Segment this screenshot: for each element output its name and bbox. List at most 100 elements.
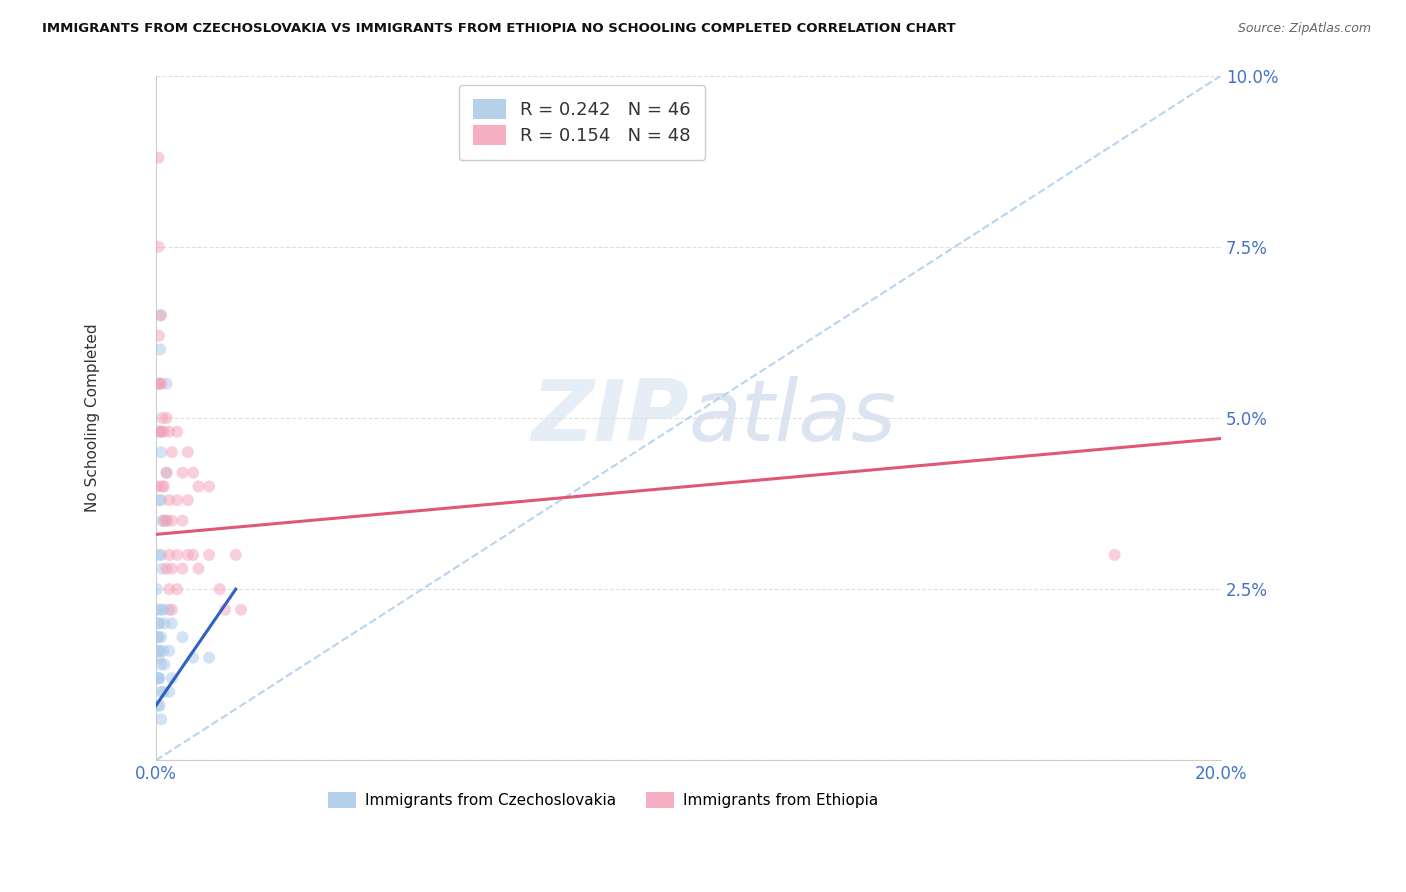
Point (146, 630, 169, 644)
Point (177, 548, 200, 562)
Point (155, 514, 177, 528)
Point (172, 514, 194, 528)
Point (153, 657, 176, 672)
Point (153, 425, 176, 439)
Point (149, 671, 172, 685)
Point (150, 514, 173, 528)
Point (157, 603, 180, 617)
Point (172, 630, 194, 644)
Point (225, 548, 247, 562)
Point (152, 685, 174, 699)
Point (157, 582, 180, 597)
Point (155, 514, 177, 528)
Point (148, 548, 170, 562)
Point (187, 561, 209, 575)
Point (153, 514, 176, 528)
Point (150, 561, 173, 575)
Point (150, 376, 173, 391)
Point (155, 376, 177, 391)
Point (148, 698, 170, 713)
Point (187, 479, 209, 493)
Point (149, 343, 172, 357)
Point (150, 630, 173, 644)
Point (150, 603, 173, 617)
Point (150, 712, 173, 726)
Point (166, 582, 188, 597)
Point (146, 479, 169, 493)
Point (150, 425, 173, 439)
Point (177, 445, 200, 459)
Point (181, 548, 204, 562)
Point (150, 493, 173, 508)
Point (150, 411, 173, 425)
Point (149, 644, 172, 658)
Y-axis label: No Schooling Completed: No Schooling Completed (86, 324, 100, 512)
Point (166, 548, 188, 562)
Point (150, 445, 173, 459)
Point (146, 616, 169, 631)
Point (181, 466, 204, 480)
Point (229, 603, 252, 617)
Point (152, 603, 174, 617)
Point (150, 548, 173, 562)
Point (155, 561, 177, 575)
Point (214, 603, 236, 617)
Point (181, 650, 204, 665)
Text: Source: ZipAtlas.com: Source: ZipAtlas.com (1237, 22, 1371, 36)
Point (155, 466, 177, 480)
Legend: Immigrants from Czechoslovakia, Immigrants from Ethiopia: Immigrants from Czechoslovakia, Immigran… (322, 786, 884, 814)
Point (160, 561, 183, 575)
Point (146, 671, 169, 685)
Point (150, 479, 173, 493)
Point (172, 561, 194, 575)
Point (157, 548, 180, 562)
Text: atlas: atlas (689, 376, 897, 459)
Point (148, 671, 170, 685)
Point (157, 493, 180, 508)
Point (149, 425, 172, 439)
Point (150, 308, 173, 322)
Point (149, 698, 172, 713)
Point (160, 671, 183, 685)
Point (198, 548, 221, 562)
Point (148, 493, 170, 508)
Point (208, 582, 231, 597)
Point (160, 445, 183, 459)
Point (160, 616, 183, 631)
Point (146, 603, 169, 617)
Point (148, 630, 170, 644)
Point (148, 151, 170, 165)
Point (148, 650, 170, 665)
Point (160, 603, 183, 617)
Point (150, 685, 173, 699)
Point (155, 466, 177, 480)
Point (148, 328, 170, 343)
Point (148, 425, 170, 439)
Point (149, 376, 172, 391)
Point (157, 685, 180, 699)
Point (166, 493, 188, 508)
Point (1104, 548, 1126, 562)
Point (153, 479, 176, 493)
Point (146, 582, 169, 597)
Point (146, 644, 169, 658)
Point (148, 376, 170, 391)
Point (157, 644, 180, 658)
Point (149, 616, 172, 631)
Point (166, 425, 188, 439)
Point (172, 466, 194, 480)
Point (149, 308, 172, 322)
Text: ZIP: ZIP (531, 376, 689, 459)
Point (146, 376, 169, 391)
Point (198, 479, 221, 493)
Point (152, 644, 174, 658)
Point (177, 493, 200, 508)
Point (153, 616, 176, 631)
Point (155, 411, 177, 425)
Point (157, 425, 180, 439)
Point (198, 650, 221, 665)
Point (148, 240, 170, 254)
Text: IMMIGRANTS FROM CZECHOSLOVAKIA VS IMMIGRANTS FROM ETHIOPIA NO SCHOOLING COMPLETE: IMMIGRANTS FROM CZECHOSLOVAKIA VS IMMIGR… (42, 22, 956, 36)
Point (150, 657, 173, 672)
Point (160, 514, 183, 528)
